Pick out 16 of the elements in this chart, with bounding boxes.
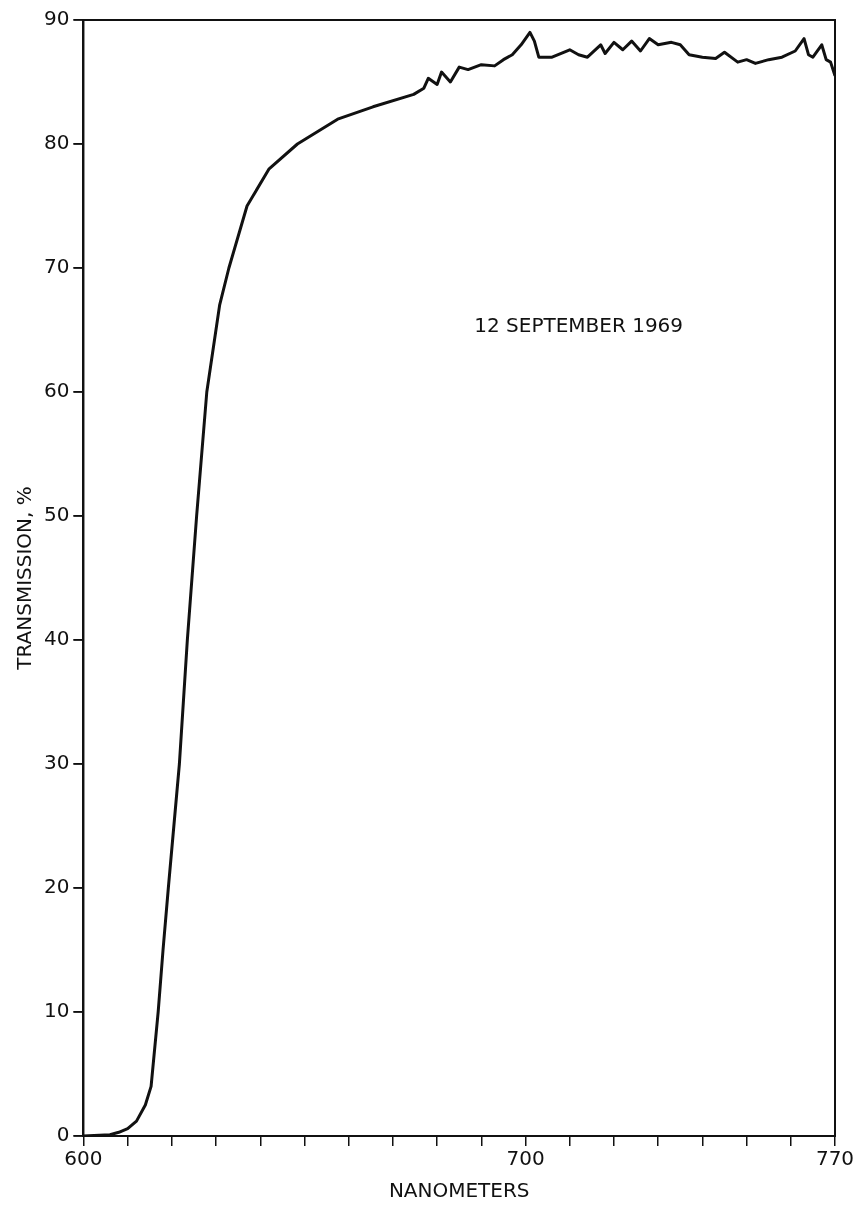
y-tick-label: 60 bbox=[44, 378, 70, 403]
x-tick-label: 700 bbox=[506, 1146, 545, 1171]
y-tick-label: 90 bbox=[44, 6, 70, 31]
y-tick-label: 10 bbox=[44, 998, 70, 1023]
y-tick-label: 0 bbox=[56, 1122, 70, 1147]
y-tick-label: 50 bbox=[44, 502, 70, 527]
y-axis-title: TRANSMISSION, % bbox=[12, 486, 37, 671]
y-tick-label: 30 bbox=[44, 750, 70, 775]
x-tick-label: 600 bbox=[64, 1146, 103, 1171]
x-axis-title: NANOMETERS bbox=[388, 1178, 530, 1203]
y-tick-label: 80 bbox=[44, 130, 70, 155]
annotation: 12 SEPTEMBER 1969 bbox=[474, 313, 684, 338]
y-tick-label: 70 bbox=[44, 254, 70, 279]
y-tick-label: 40 bbox=[44, 626, 70, 651]
y-tick-label: 20 bbox=[44, 874, 70, 899]
x-tick-label: 770 bbox=[815, 1146, 855, 1171]
